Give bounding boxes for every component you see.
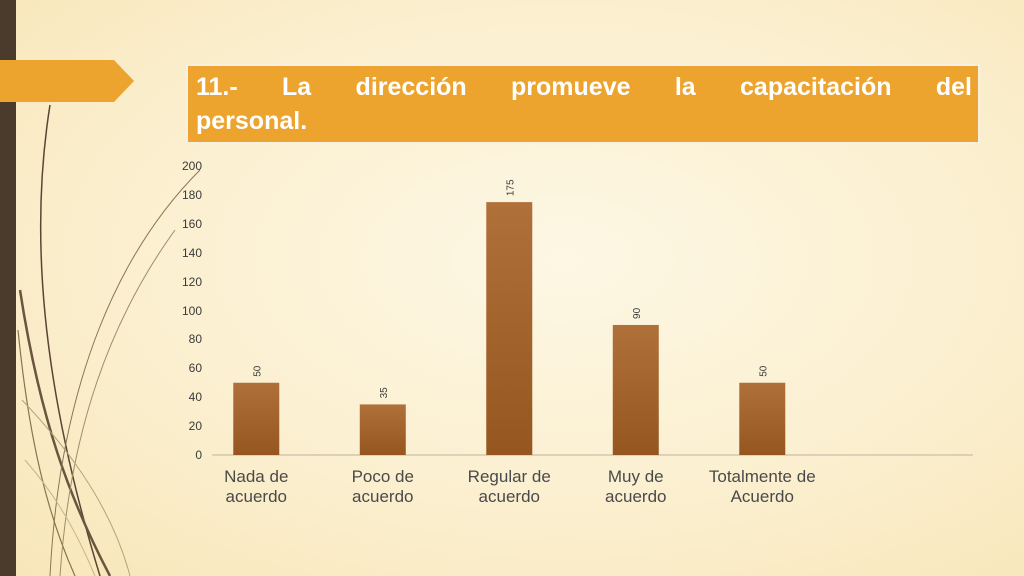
category-label-line: Poco de [351,467,414,486]
category-label-line: acuerdo [478,487,540,506]
y-tick-label: 180 [181,187,202,202]
title-word: La [282,73,312,101]
title-word: capacitación [740,73,892,101]
decorative-curve [24,459,96,576]
decorative-curve [49,169,201,576]
title-arrow-accent [0,60,134,102]
y-tick-label: 100 [181,303,202,318]
y-tick-label: 160 [181,216,202,231]
y-tick-label: 80 [188,332,202,347]
category-label: Nada de acuerdo [191,467,321,507]
category-label-line: Totalmente de [708,467,816,486]
bar [359,404,406,455]
category-label-line: acuerdo [605,487,667,506]
title-word: dirección [355,73,467,101]
y-tick-label: 140 [181,245,202,260]
category-label-line: Acuerdo [730,487,794,506]
bar [739,382,786,455]
decorative-curve [17,329,76,576]
y-tick-label: 0 [195,448,202,462]
title-word: la [674,73,696,101]
data-label: 175 [505,179,516,196]
y-tick-label: 60 [188,361,202,376]
decorative-curve [59,229,176,576]
category-label-line: Regular de [467,467,551,486]
data-label: 50 [758,365,769,377]
category-label-line: acuerdo [352,487,414,506]
y-tick-label: 40 [188,390,202,405]
decorative-curve [18,289,112,576]
title-word: promueve [511,73,631,101]
category-label-line: Muy de [607,467,664,486]
decorative-curve [39,104,101,576]
category-label: Totalmente de Acuerdo [697,467,827,507]
data-label: 35 [379,387,390,399]
y-tick-label: 200 [181,159,202,173]
bar [612,324,659,455]
title-line-2: personal. [196,107,308,135]
slide-title: 11.- La dirección promueve la capacitaci… [186,64,980,144]
decorative-curve [21,399,131,576]
category-label: Regular de acuerdo [444,467,574,507]
title-word: del [935,73,972,101]
data-label: 50 [252,365,263,377]
bar [486,202,533,455]
title-line-1: 11.- La dirección promueve la capacitaci… [196,70,972,104]
title-word: 11.- [196,73,238,101]
left-strip [0,0,16,576]
bar [233,382,280,455]
category-label: Poco de acuerdo [318,467,448,507]
category-label-line: Nada de [224,467,289,486]
category-label: Muy de acuerdo [571,467,701,507]
y-tick-label: 20 [188,419,202,434]
y-tick-label: 120 [181,274,202,289]
category-label-line: acuerdo [225,487,287,506]
data-label: 90 [632,307,643,319]
